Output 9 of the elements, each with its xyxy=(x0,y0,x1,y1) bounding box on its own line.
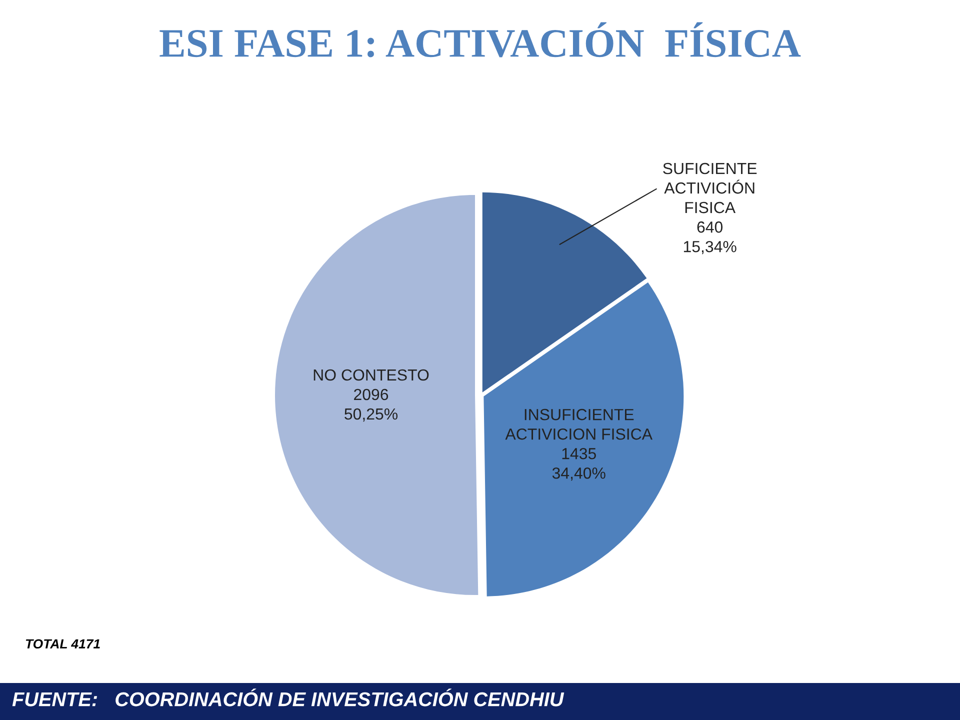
slice-label: NO CONTESTO xyxy=(314,369,429,381)
data-label: 640 15,34% xyxy=(684,221,736,254)
slice-label: INSUFICIENTE ACTIVICION FISICA xyxy=(505,408,652,440)
chart-title: ESI FASE 1: ACTIVACIÓN FÍSICA xyxy=(160,22,801,58)
text: TOTAL 4171 xyxy=(26,639,100,649)
data-label: 2096 50,25% xyxy=(344,388,398,422)
slice-label: SUFICIENTE ACTIVICIÓN FISICA xyxy=(663,162,757,214)
source-note: FUENTE: COORDINACIÓN DE INVESTIGACIÓN CENDHIU xyxy=(12,688,564,706)
data-label: 1435 34,40% xyxy=(552,448,606,481)
